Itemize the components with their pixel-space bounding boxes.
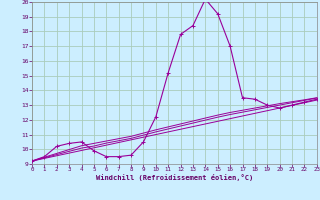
X-axis label: Windchill (Refroidissement éolien,°C): Windchill (Refroidissement éolien,°C)	[96, 174, 253, 181]
